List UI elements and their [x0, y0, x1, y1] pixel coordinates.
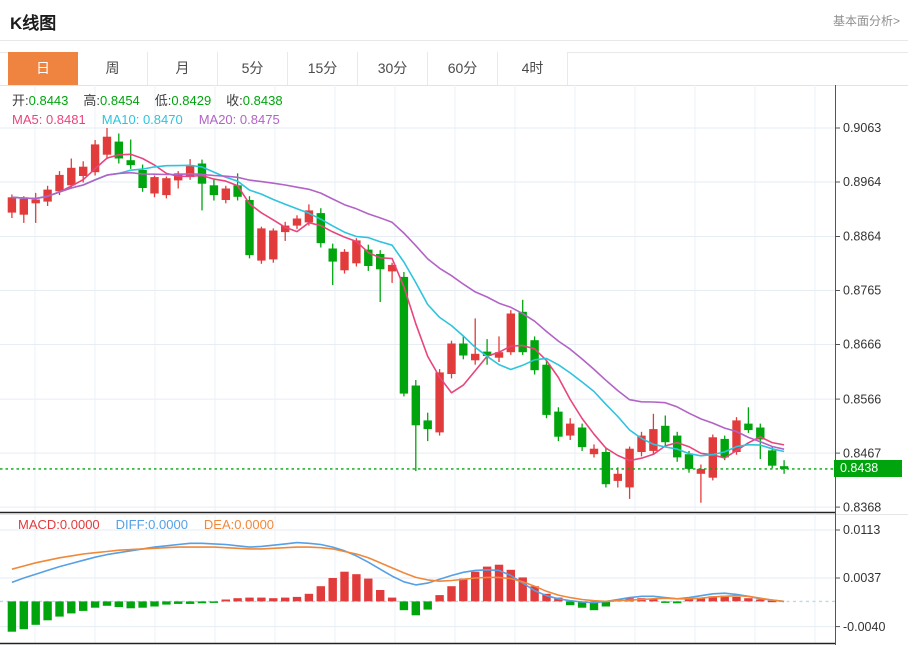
diff-line: [11, 541, 785, 604]
dea-line: [11, 546, 785, 603]
low-value: 0.8429: [171, 93, 212, 108]
y-axis-label: 0.8368: [843, 500, 881, 514]
tab-60min[interactable]: 60分: [428, 52, 498, 85]
macd-value: MACD:0.0000: [18, 517, 100, 532]
tab-30min[interactable]: 30分: [358, 52, 428, 85]
macd-readout: MACD:0.0000 DIFF:0.0000 DEA:0.0000: [18, 517, 274, 532]
tab-week[interactable]: 周: [78, 52, 148, 85]
main-chart-canvas[interactable]: 0.9063 0.8964 0.8864 0.8765 0.8666 0.8566 0.84…: [0, 85, 908, 514]
y-axis-label: 0.8864: [843, 230, 881, 244]
ohlc-readout: 开:0.8443 高:0.8454 低:0.8429 收:0.8438 MA5: 0.…: [12, 91, 298, 129]
y-axis-label: 0.8765: [843, 284, 881, 298]
y-axis-label: 0.8467: [843, 446, 881, 460]
page-header: K线图 基本面分析>: [0, 0, 908, 41]
open-value: 0.8443: [28, 93, 69, 108]
fundamental-analysis-link[interactable]: 基本面分析>: [832, 14, 900, 28]
ma-lines-layer: [11, 153, 785, 462]
tabbar-bottom-divider: [0, 85, 908, 86]
tab-day[interactable]: 日: [8, 52, 78, 85]
macd-chart-canvas[interactable]: 0.0113 0.0037 -0.0040: [0, 514, 908, 645]
close-value: 0.8438: [242, 93, 283, 108]
dea-value: DEA:0.0000: [203, 517, 275, 532]
ma20-readout: MA20: 0.8475: [198, 112, 280, 127]
close-label: 收:: [226, 93, 243, 108]
y-axis-label: 0.0037: [843, 571, 881, 585]
y-axis: 0.0113 0.0037 -0.0040: [0, 514, 885, 645]
ma10-readout: MA10: 0.8470: [101, 112, 183, 127]
tab-month[interactable]: 月: [148, 52, 218, 85]
low-label: 低:: [154, 93, 172, 108]
ma5-readout: MA5: 0.8481: [12, 112, 86, 127]
y-axis-label: 0.8964: [843, 175, 881, 189]
diff-value: DIFF:0.0000: [115, 517, 188, 532]
y-axis-label: -0.0040: [843, 620, 885, 634]
high-label: 高:: [83, 93, 101, 108]
y-axis-label: 0.0113: [843, 523, 880, 537]
last-price-badge: 0.8438: [834, 460, 902, 477]
candles-layer: [7, 128, 789, 503]
tab-15min[interactable]: 15分: [288, 52, 358, 85]
page-title: K线图: [10, 14, 57, 33]
high-value: 0.8454: [100, 93, 140, 108]
y-axis-label: 0.8566: [843, 392, 881, 406]
ohlc-line: 开:0.8443 高:0.8454 低:0.8429 收:0.8438: [12, 91, 298, 110]
y-axis-label: 0.9063: [843, 121, 881, 135]
ma-line: MA5: 0.8481 MA10: 0.8470 MA20: 0.8475: [12, 110, 298, 129]
tab-4hour[interactable]: 4时: [498, 52, 568, 85]
y-axis-label: 0.8666: [843, 338, 881, 352]
tab-5min[interactable]: 5分: [218, 52, 288, 85]
open-label: 开:: [12, 93, 29, 108]
timeframe-tabbar: 日周月 5分 15分 30分 60分 4时: [8, 52, 568, 85]
y-axis: 0.9063 0.8964 0.8864 0.8765 0.8666 0.8566 0.84…: [0, 85, 881, 514]
